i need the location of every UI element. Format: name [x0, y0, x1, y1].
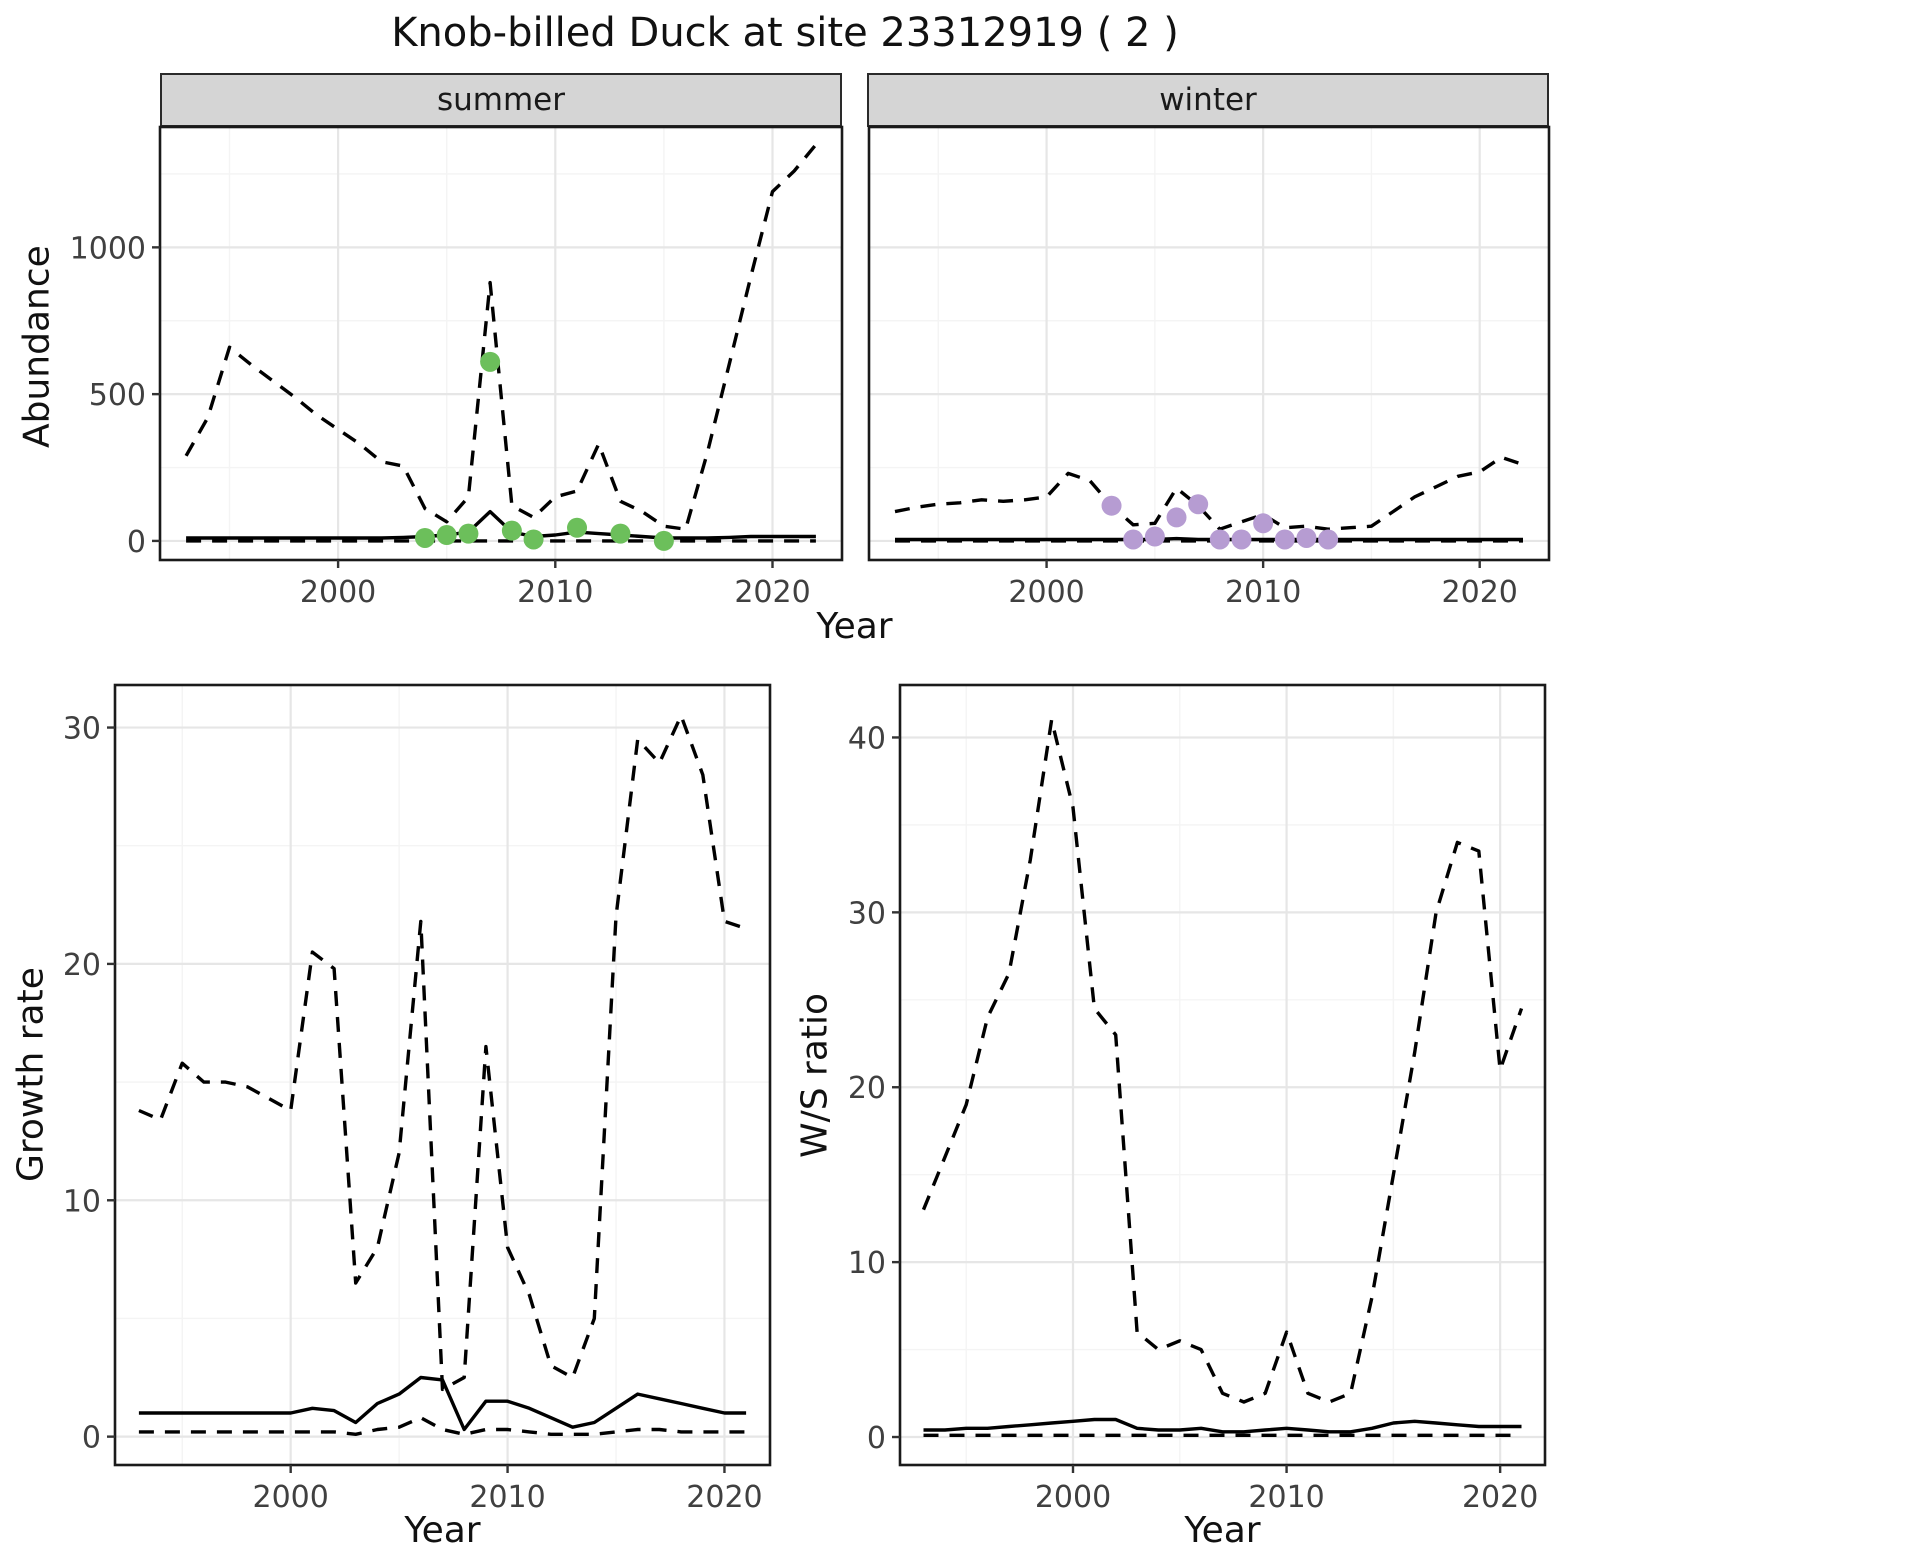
svg-text:2000: 2000	[1035, 1480, 1111, 1515]
svg-text:20: 20	[848, 1071, 886, 1106]
ws-year-axis-label: Year	[1184, 1510, 1261, 1551]
svg-text:20: 20	[63, 948, 101, 983]
svg-text:2020: 2020	[1442, 575, 1518, 603]
facet-strip-summer: summer	[160, 73, 842, 127]
svg-text:30: 30	[848, 896, 886, 931]
svg-text:2010: 2010	[1248, 1480, 1324, 1515]
svg-text:2010: 2010	[469, 1480, 545, 1515]
facet-strip-winter: winter	[867, 73, 1549, 127]
svg-text:2000: 2000	[1008, 575, 1084, 603]
chart-title: Knob-billed Duck at site 23312919 ( 2 )	[391, 10, 1179, 56]
facet-strip-summer-label: summer	[436, 82, 565, 118]
svg-text:1000: 1000	[70, 231, 146, 266]
facet-strip-winter-label: winter	[1159, 82, 1257, 118]
svg-text:10: 10	[63, 1184, 101, 1219]
growth-year-axis-label: Year	[404, 1510, 481, 1551]
svg-text:30: 30	[63, 712, 101, 747]
summer-abundance-panel: 2000 2010 2020 0 500 1000	[70, 125, 844, 603]
svg-text:2000: 2000	[300, 575, 376, 603]
svg-text:2010: 2010	[517, 575, 593, 603]
winter-abundance-panel: 2000 2010 2020	[867, 125, 1551, 603]
svg-text:0: 0	[82, 1421, 101, 1456]
svg-text:2020: 2020	[1462, 1480, 1538, 1515]
svg-text:2010: 2010	[1225, 575, 1301, 603]
growth-rate-panel: 2000 2010 2020 0 10 20 30	[63, 683, 772, 1515]
svg-text:0: 0	[867, 1421, 886, 1456]
ws-ratio-panel: 2000 2010 2020 0 10 20 30 40	[848, 683, 1547, 1515]
svg-text:40: 40	[848, 721, 886, 756]
svg-text:2020: 2020	[734, 575, 810, 603]
svg-text:0: 0	[127, 525, 146, 560]
top-year-axis-label: Year	[816, 606, 893, 647]
svg-text:10: 10	[848, 1246, 886, 1281]
abundance-axis-label: Abundance	[16, 245, 58, 448]
svg-text:500: 500	[89, 378, 146, 413]
svg-text:2020: 2020	[686, 1480, 762, 1515]
svg-text:2000: 2000	[252, 1480, 328, 1515]
